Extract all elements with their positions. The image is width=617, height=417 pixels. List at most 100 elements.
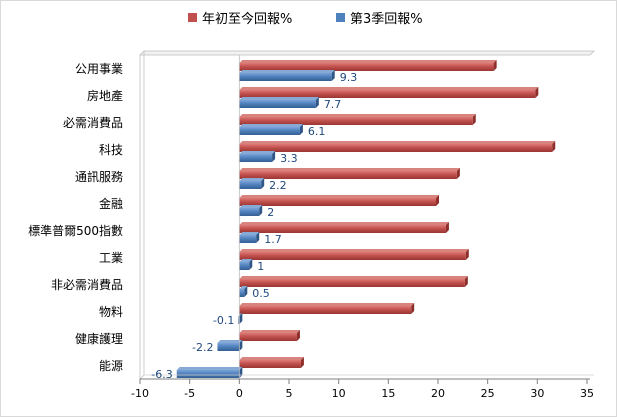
bar-q3-6 [239, 232, 260, 243]
bar-q3-9-side [239, 313, 243, 324]
x-tick-label: -10 [131, 387, 149, 400]
bar-q3-9-front [238, 316, 240, 324]
category-label: 健康護理 [75, 331, 123, 346]
bar-ytd-3-top [239, 141, 556, 144]
category-label: 科技 [99, 143, 123, 157]
bar-ytd-6-side [445, 222, 449, 233]
bar-q3-4 [239, 178, 265, 189]
legend-label-ytd: 年初至今回報% [202, 11, 292, 27]
bar-q3-1 [239, 97, 319, 108]
bar-ytd-10-front [239, 333, 297, 341]
bar-q3-2 [239, 124, 303, 135]
bar-ytd-10-side [296, 330, 300, 341]
bar-ytd-2-side [472, 114, 476, 125]
x-tick-label: 35 [580, 387, 594, 400]
plot-back-wall [139, 50, 595, 56]
bar-ytd-3 [239, 141, 556, 152]
bar-ytd-5-front [239, 198, 437, 206]
bar-q3-4-side [261, 178, 265, 189]
bar-ytd-4-front [239, 171, 457, 179]
bar-q3-10-top [217, 340, 243, 343]
data-label-q3: 1 [257, 260, 264, 273]
bar-q3-0-top [239, 70, 335, 73]
data-label-q3: 6.1 [308, 125, 326, 138]
bar-q3-3-top [239, 151, 276, 154]
legend: 年初至今回報% 第3季回報% [188, 11, 423, 27]
plot-left-bottom-join [139, 374, 145, 380]
bar-ytd-4-top [239, 168, 460, 171]
bar-ytd-7-side [465, 249, 469, 260]
data-labels: 9.3 7.7 6.1 3.3 2.2 2 1.7 1 0.5 -0.1 -2.2 -6.3 [151, 71, 357, 381]
x-axis: -10 -5 0 5 10 15 20 25 30 35 [131, 55, 594, 400]
bar-ytd-9-front [239, 306, 412, 314]
bar-ytd-3-side [552, 141, 556, 152]
category-label: 通訊服務 [75, 169, 123, 184]
bar-q3-1-side [315, 97, 319, 108]
data-label-q3: 3.3 [280, 152, 298, 165]
bar-q3-4-top [239, 178, 265, 181]
category-label: 金融 [99, 196, 123, 211]
bar-ytd-1-front [239, 90, 536, 98]
bar-q3-7-top [239, 259, 253, 262]
bar-ytd-11-side [300, 357, 304, 368]
bar-ytd-6 [239, 222, 449, 233]
bar-ytd-5-top [239, 195, 440, 198]
data-label-q3: 2 [267, 206, 274, 219]
data-label-q3: -6.3 [151, 368, 172, 381]
bar-ytd-6-front [239, 225, 446, 233]
bars-layer [176, 60, 556, 378]
bar-q3-3 [239, 151, 276, 162]
bar-ytd-2 [239, 114, 476, 125]
bar-ytd-8-front [239, 279, 465, 287]
x-tick-label: 20 [431, 387, 445, 400]
bar-q3-5 [239, 205, 263, 216]
bar-ytd-3-front [239, 144, 553, 152]
plot-frame [139, 50, 595, 380]
data-label-q3: -2.2 [192, 341, 213, 354]
bar-q3-5-front [239, 208, 260, 216]
bar-ytd-0 [239, 60, 497, 71]
bar-q3-6-top [239, 232, 260, 235]
bar-q3-7-side [249, 259, 253, 270]
bar-q3-0 [239, 70, 335, 81]
bar-q3-5-side [259, 205, 263, 216]
bar-q3-4-front [239, 181, 262, 189]
bar-ytd-1-top [239, 87, 539, 90]
legend-swatch-ytd [188, 13, 197, 22]
legend-label-q3: 第3季回報% [350, 12, 423, 27]
bar-q3-3-side [272, 151, 276, 162]
legend-swatch-q3 [336, 13, 345, 22]
data-label-q3: 9.3 [340, 71, 358, 84]
bar-ytd-11-top [239, 357, 304, 360]
bar-q3-7 [239, 259, 253, 270]
bar-q3-10-side [239, 340, 243, 351]
bar-ytd-11-front [239, 360, 301, 368]
bar-q3-8-side [244, 286, 248, 297]
bar-ytd-8-top [239, 276, 468, 279]
bar-q3-11 [176, 367, 243, 378]
bar-ytd-10-top [239, 330, 300, 333]
category-labels: 公用事業房地產必需消費品科技通訊服務金融標準普爾500指數工業非必需消費品物料健… [28, 62, 123, 373]
bar-q3-6-front [239, 235, 257, 243]
bar-q3-11-front [176, 370, 240, 378]
bar-ytd-7-top [239, 249, 469, 252]
bar-ytd-9 [239, 303, 415, 314]
x-tick-label: -5 [184, 387, 195, 400]
bar-q3-3-front [239, 154, 273, 162]
bar-ytd-1-side [535, 87, 539, 98]
bar-q3-2-front [239, 127, 300, 135]
x-tick-label: 30 [530, 387, 544, 400]
bar-ytd-4 [239, 168, 460, 179]
x-tick-label: 5 [286, 387, 293, 400]
bar-ytd-6-top [239, 222, 449, 225]
bar-ytd-5-side [436, 195, 440, 206]
bar-q3-6-side [256, 232, 260, 243]
bar-ytd-7 [239, 249, 469, 260]
bar-ytd-7-front [239, 252, 466, 260]
data-label-q3: 0.5 [252, 287, 269, 300]
bar-q3-10-front [217, 343, 240, 351]
bar-q3-7-front [239, 262, 250, 270]
x-tick-label: 15 [381, 387, 395, 400]
category-label: 能源 [99, 359, 123, 373]
